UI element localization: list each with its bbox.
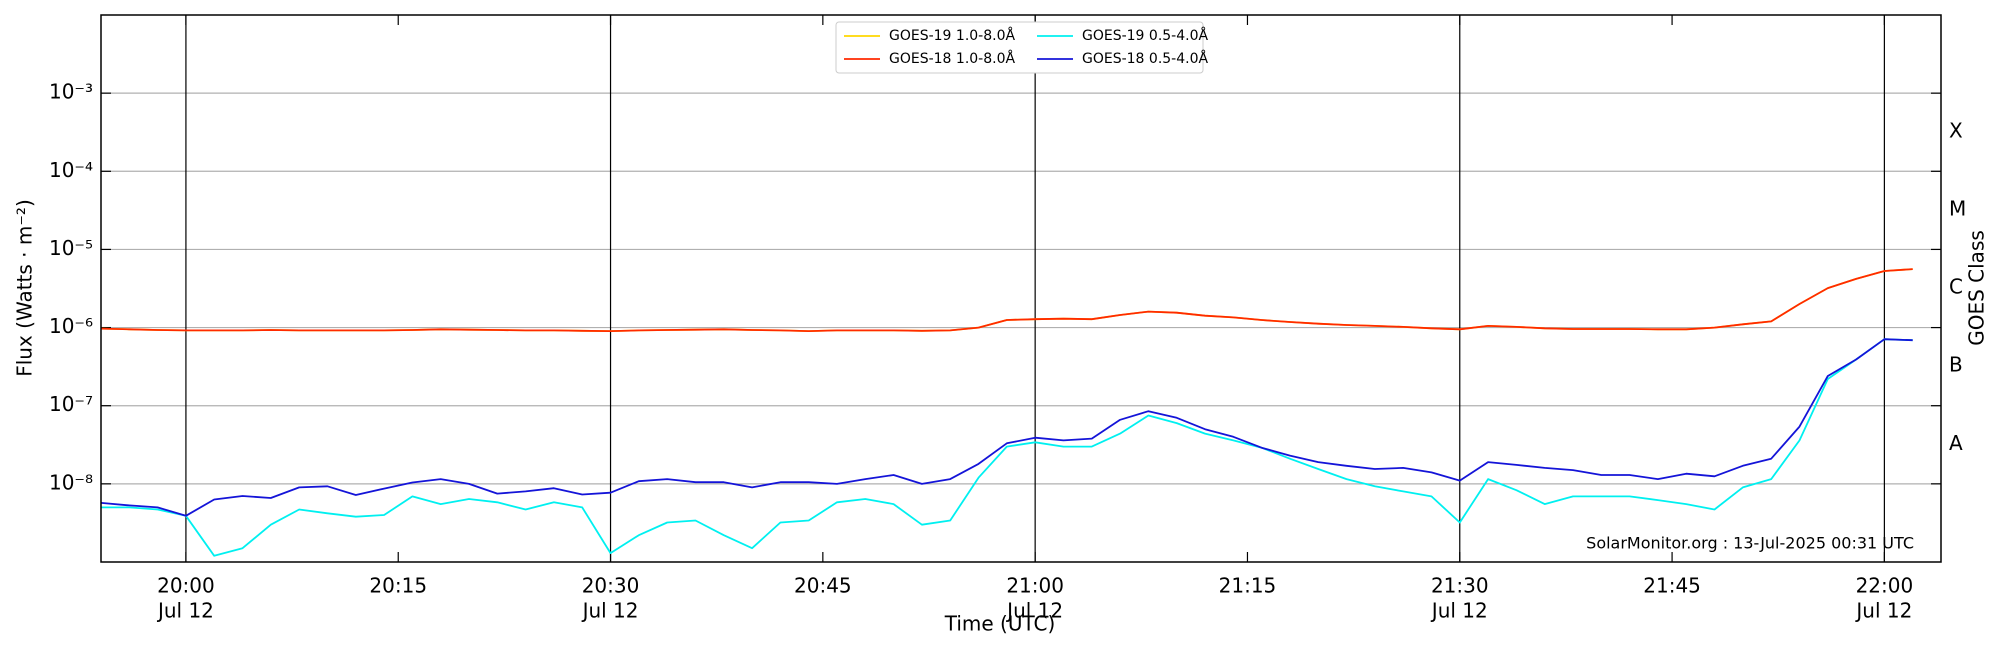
annotation: SolarMonitor.org : 13-Jul-2025 00:31 UTC: [1586, 534, 1914, 553]
x-tick-label: 21:00: [1006, 574, 1064, 598]
x-tick-label: 20:00: [157, 574, 215, 598]
x-axis-label: Time (UTC): [944, 612, 1056, 636]
series-line: [101, 268, 1913, 332]
y-tick-label: 10⁻⁸: [49, 470, 93, 494]
y2-tick-label: A: [1949, 431, 1963, 455]
plot-frame: [100, 14, 1942, 563]
y2-tick-label: B: [1949, 353, 1963, 377]
y2-tick-label: X: [1949, 118, 1963, 142]
x-tick-label: Jul 12: [581, 599, 639, 623]
y-tick-label: 10⁻⁴: [49, 158, 93, 182]
x-tick-label: 22:00: [1856, 574, 1914, 598]
y-tick-label: 10⁻⁶: [49, 314, 93, 338]
y2-tick-label: C: [1949, 275, 1963, 299]
y-tick-label: 10⁻³: [49, 80, 93, 104]
x-tick-label: 20:30: [582, 574, 640, 598]
y2-tick-label: M: [1949, 196, 1966, 220]
x-tick-label: Jul 12: [1430, 599, 1488, 623]
y-tick-label: 10⁻⁵: [49, 236, 93, 260]
x-tick-label: Jul 12: [156, 599, 214, 623]
legend-label: GOES-19 1.0-8.0Å: [889, 27, 1015, 44]
legend-label: GOES-19 0.5-4.0Å: [1082, 27, 1208, 44]
x-tick-label: Jul 12: [1005, 599, 1063, 623]
plot-lines: [101, 268, 1913, 557]
legend-label: GOES-18 0.5-4.0Å: [1082, 50, 1208, 67]
x-tick-label: Jul 12: [1854, 599, 1912, 623]
x-tick-label: 20:45: [794, 574, 852, 598]
legend-label: GOES-18 1.0-8.0Å: [889, 50, 1015, 67]
legend-box: [835, 21, 1204, 74]
series-line: [101, 338, 1913, 557]
x-tick-label: 20:15: [369, 574, 427, 598]
x-tick-label: 21:45: [1643, 574, 1701, 598]
y-axis-label: Flux (Watts · m⁻²): [13, 199, 37, 377]
x-tick-label: 21:15: [1219, 574, 1277, 598]
series-line: [101, 338, 1913, 517]
y2-axis-label: GOES Class: [1965, 230, 1989, 346]
y-tick-label: 10⁻⁷: [49, 392, 93, 416]
x-tick-label: 21:30: [1431, 574, 1489, 598]
